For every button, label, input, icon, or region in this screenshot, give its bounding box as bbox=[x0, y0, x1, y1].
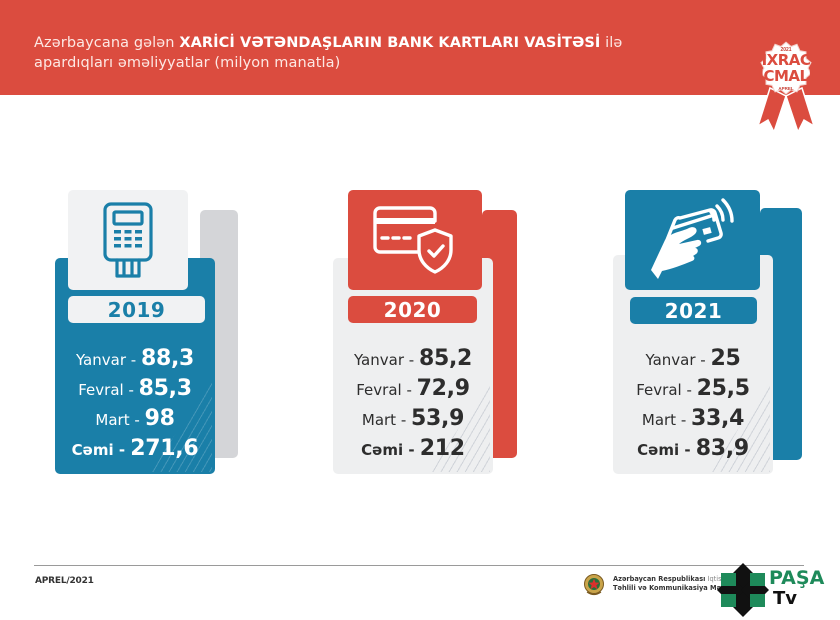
title-emphasis: XARİCİ VƏTƏNDAŞLARIN BANK KARTLARI VASİT… bbox=[179, 35, 601, 51]
badge-line1: İXRAC bbox=[761, 51, 811, 69]
card-body bbox=[613, 255, 773, 474]
org-name: Azərbaycan Respublikası bbox=[613, 575, 706, 583]
header-banner: Azərbaycana gələn XARİCİ VƏTƏNDAŞLARIN B… bbox=[0, 0, 840, 95]
watermark-name: PAŞA bbox=[769, 567, 825, 589]
pasha-tv-logo-icon bbox=[717, 563, 769, 617]
month-label: Mart bbox=[95, 411, 130, 429]
month-value: 85,2 bbox=[418, 346, 473, 371]
month-value: 25,5 bbox=[696, 376, 750, 401]
row-january: Yanvar - 25 bbox=[613, 344, 773, 374]
row-january: Yanvar - 88,3 bbox=[55, 344, 215, 374]
row-total: Cəmi - 271,6 bbox=[55, 434, 215, 464]
month-value: 72,9 bbox=[416, 376, 470, 401]
month-label: Yanvar bbox=[353, 351, 404, 369]
row-march: Mart - 53,9 bbox=[333, 404, 493, 434]
footer-divider bbox=[34, 565, 804, 566]
footer-date: APREL/2021 bbox=[35, 576, 94, 586]
footer-organization: Azərbaycan Respublikası İqtisadi İslahat… bbox=[613, 575, 725, 593]
title-prefix: Azərbaycana gələn bbox=[34, 35, 180, 51]
month-value: 85,3 bbox=[138, 376, 192, 401]
monthly-values: Yanvar - 85,2 Fevral - 72,9 Mart - 53,9 … bbox=[333, 344, 493, 464]
ixrac-icmali-badge: 2021 İXRAC İCMALI APREL bbox=[748, 40, 824, 135]
rosette-icon bbox=[756, 41, 816, 134]
row-february: Fevral - 25,5 bbox=[613, 374, 773, 404]
monthly-values: Yanvar - 25 Fevral - 25,5 Mart - 33,4 Cə… bbox=[613, 344, 773, 464]
month-value: 25 bbox=[710, 346, 741, 371]
icon-panel bbox=[625, 190, 760, 290]
month-label: Fevral bbox=[356, 381, 402, 399]
year-label: 2021 bbox=[630, 297, 757, 324]
separator: - bbox=[129, 411, 145, 429]
badge-line2: İCMALI bbox=[758, 67, 814, 85]
separator: - bbox=[126, 351, 141, 369]
row-total: Cəmi - 83,9 bbox=[613, 434, 773, 464]
separator: - bbox=[403, 441, 420, 459]
org-name-rest: İqtisadi İslahatların bbox=[707, 575, 725, 583]
month-value: 88,3 bbox=[140, 346, 195, 371]
separator: - bbox=[401, 381, 417, 399]
total-label: Cəmi bbox=[637, 441, 680, 459]
month-label: Fevral bbox=[78, 381, 124, 399]
month-value: 98 bbox=[144, 406, 175, 431]
row-february: Fevral - 72,9 bbox=[333, 374, 493, 404]
state-emblem-icon bbox=[584, 574, 604, 596]
row-january: Yanvar - 85,2 bbox=[333, 344, 493, 374]
pasha-tv-watermark: PAŞA Tv bbox=[715, 561, 840, 619]
monthly-values: Yanvar - 88,3 Fevral - 85,3 Mart - 98 Cə… bbox=[55, 344, 215, 464]
separator: - bbox=[695, 351, 711, 369]
total-value: 83,9 bbox=[695, 436, 749, 461]
year-label: 2019 bbox=[68, 296, 205, 323]
separator: - bbox=[679, 441, 696, 459]
month-label: Mart bbox=[641, 411, 677, 429]
watermark-suffix: Tv bbox=[773, 588, 798, 609]
month-value: 33,4 bbox=[691, 406, 745, 431]
separator: - bbox=[396, 411, 412, 429]
row-march: Mart - 98 bbox=[55, 404, 215, 434]
month-value: 53,9 bbox=[411, 406, 465, 431]
pos-terminal-icon bbox=[103, 202, 153, 278]
icon-panel bbox=[68, 190, 188, 290]
icon-panel bbox=[348, 190, 482, 290]
separator: - bbox=[113, 441, 131, 459]
separator: - bbox=[404, 351, 419, 369]
year-label: 2020 bbox=[348, 296, 477, 323]
month-label: Mart bbox=[361, 411, 397, 429]
total-label: Cəmi bbox=[71, 441, 114, 459]
row-march: Mart - 33,4 bbox=[613, 404, 773, 434]
month-label: Yanvar bbox=[75, 351, 126, 369]
card-body bbox=[333, 258, 493, 474]
month-label: Yanvar bbox=[645, 351, 696, 369]
contactless-card-icon bbox=[650, 198, 734, 279]
badge-month: APREL bbox=[778, 86, 794, 91]
badge-year: 2021 bbox=[780, 47, 792, 53]
separator: - bbox=[676, 411, 692, 429]
title-suffix: ilə bbox=[600, 35, 623, 51]
month-label: Fevral bbox=[636, 381, 682, 399]
row-february: Fevral - 85,3 bbox=[55, 374, 215, 404]
org-line2: Təhlili və Kommunikasiya Mərkəzi bbox=[613, 584, 725, 592]
total-label: Cəmi bbox=[361, 441, 404, 459]
separator: - bbox=[681, 381, 697, 399]
title-line2: apardıqları əməliyyatlar (milyon manatla… bbox=[34, 55, 341, 71]
separator: - bbox=[123, 381, 139, 399]
secure-card-icon bbox=[373, 206, 453, 274]
total-value: 212 bbox=[419, 436, 465, 461]
page-title: Azərbaycana gələn XARİCİ VƏTƏNDAŞLARIN B… bbox=[34, 33, 674, 73]
row-total: Cəmi - 212 bbox=[333, 434, 493, 464]
total-value: 271,6 bbox=[130, 436, 199, 461]
card-body bbox=[55, 258, 215, 474]
